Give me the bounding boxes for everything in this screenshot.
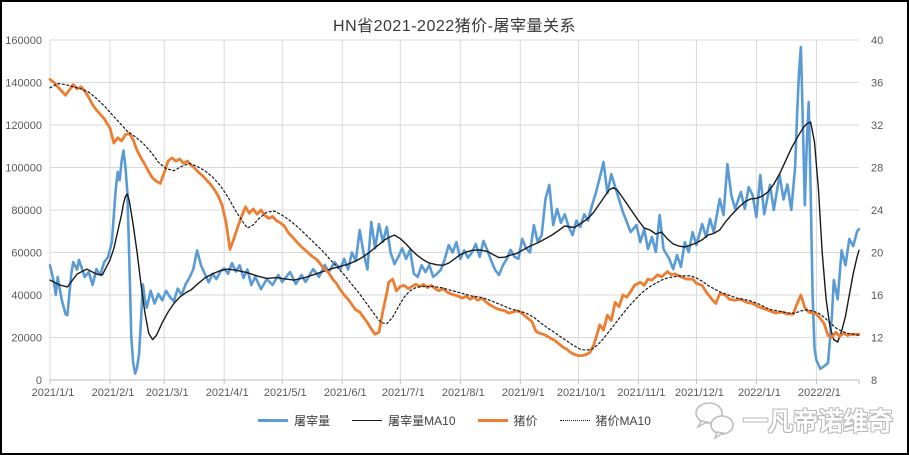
x-axis-label: 2021/8/1 bbox=[442, 387, 485, 399]
slaughter-ma10-line-swatch-icon bbox=[352, 419, 383, 422]
legend-label: 屠宰量MA10 bbox=[388, 414, 456, 428]
chart-legend: 屠宰量 屠宰量MA10 猪价 猪价MA10 bbox=[2, 412, 907, 429]
price-ma10-line-swatch-icon bbox=[559, 420, 590, 421]
left-axis-label: 0 bbox=[36, 375, 42, 387]
x-axis-label: 2021/4/1 bbox=[206, 387, 249, 399]
x-axis-label: 2022/2/1 bbox=[798, 387, 841, 399]
x-axis-label: 2021/9/1 bbox=[502, 387, 545, 399]
legend-label: 猪价 bbox=[513, 414, 538, 428]
x-axis-label: 2021/3/1 bbox=[146, 387, 189, 399]
left-axis-label: 160000 bbox=[5, 35, 42, 47]
right-axis-label: 40 bbox=[871, 35, 883, 47]
price-line-swatch-icon bbox=[477, 419, 508, 422]
left-axis-label: 120000 bbox=[5, 120, 42, 132]
right-axis-label: 36 bbox=[871, 78, 883, 90]
left-axis-label: 100000 bbox=[5, 163, 42, 175]
legend-label: 猪价MA10 bbox=[595, 414, 651, 428]
left-axis-label: 20000 bbox=[11, 333, 42, 345]
x-axis-label: 2021/10/1 bbox=[557, 387, 606, 399]
x-axis-label: 2021/6/1 bbox=[324, 387, 367, 399]
x-axis-label: 2022/1/1 bbox=[738, 387, 781, 399]
x-axis-label: 2021/12/1 bbox=[675, 387, 724, 399]
series-猪价MA10 bbox=[49, 82, 860, 351]
legend-item-slaughter-ma10: 屠宰量MA10 bbox=[352, 412, 456, 429]
x-axis-label: 2021/1/1 bbox=[32, 387, 75, 399]
right-axis-label: 20 bbox=[871, 248, 883, 260]
slaughter-line-swatch-icon bbox=[258, 419, 289, 422]
right-axis-label: 24 bbox=[871, 205, 883, 217]
x-axis-label: 2021/5/1 bbox=[264, 387, 307, 399]
watermark: 一凡帝诺维奇 bbox=[693, 400, 893, 440]
chat-bubbles-icon bbox=[695, 402, 734, 440]
left-axis-label: 40000 bbox=[11, 290, 42, 302]
left-axis-label: 60000 bbox=[11, 248, 42, 260]
series-猪价 bbox=[48, 77, 861, 358]
legend-item-price-ma10: 猪价MA10 bbox=[559, 412, 651, 429]
x-axis-label: 2021/2/1 bbox=[92, 387, 135, 399]
legend-item-slaughter: 屠宰量 bbox=[258, 412, 330, 429]
x-axis-label: 2021/7/1 bbox=[382, 387, 425, 399]
series-屠宰量 bbox=[48, 45, 861, 375]
legend-label: 屠宰量 bbox=[294, 414, 331, 428]
left-axis-label: 80000 bbox=[11, 205, 42, 217]
right-axis-label: 28 bbox=[871, 163, 883, 175]
right-axis-label: 12 bbox=[871, 333, 883, 345]
series-屠宰量MA10 bbox=[49, 121, 860, 343]
x-axis-label: 2021/11/1 bbox=[617, 387, 665, 399]
right-axis-label: 8 bbox=[871, 375, 877, 387]
right-axis-label: 32 bbox=[871, 120, 883, 132]
left-axis-label: 140000 bbox=[5, 78, 42, 90]
legend-item-price: 猪价 bbox=[477, 412, 538, 429]
right-axis-label: 16 bbox=[871, 290, 883, 302]
watermark-text: 一凡帝诺维奇 bbox=[742, 408, 893, 436]
chart-title: HN省2021-2022猪价-屠宰量关系 bbox=[333, 18, 576, 35]
